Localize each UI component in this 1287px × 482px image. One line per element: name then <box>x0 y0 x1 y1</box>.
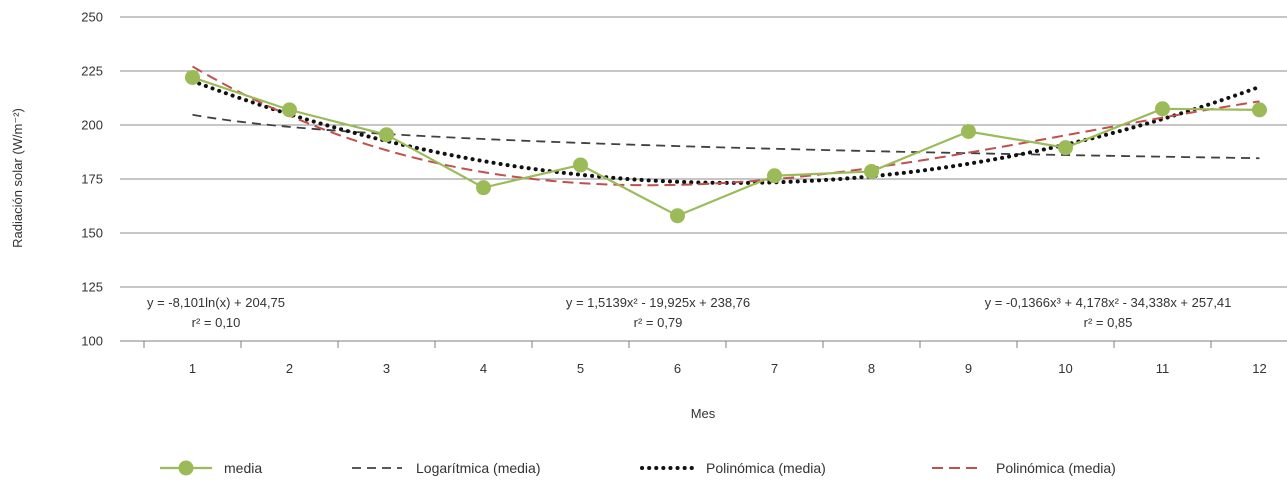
legend-item: media <box>160 460 262 476</box>
legend-label: Logarítmica (media) <box>416 460 541 476</box>
x-tick-label: 5 <box>577 361 584 376</box>
data-point <box>1058 140 1073 156</box>
series-line-media <box>192 76 1260 217</box>
series-line-trend-log <box>192 113 1260 160</box>
data-point <box>1252 102 1267 118</box>
annotation-background <box>558 293 758 333</box>
y-tick-label: 250 <box>81 10 103 25</box>
x-tick-label: 1 <box>189 361 196 376</box>
y-tick-label: 225 <box>81 64 103 79</box>
data-point <box>185 69 200 85</box>
x-tick-label: 10 <box>1058 361 1072 376</box>
x-tick-label: 11 <box>1156 361 1170 376</box>
trend-annotations: y = -8,101ln(x) + 204,75 r² = 0,10 y = 1,5… <box>116 293 1248 333</box>
data-point <box>1155 101 1170 117</box>
data-point <box>767 168 782 184</box>
y-tick-label: 150 <box>81 226 103 241</box>
series-line-trend-poly2 <box>190 79 1262 185</box>
y-tick-label: 200 <box>81 118 103 133</box>
series-line-trend-poly3 <box>191 65 1260 187</box>
x-axis-label: Mes <box>691 406 716 421</box>
trend-r2: r² = 0,85 <box>1084 315 1133 330</box>
legend-marker <box>178 460 194 476</box>
y-axis: 100 125 150 175 200 225 250 <box>81 10 103 349</box>
trend-r2: r² = 0,79 <box>634 315 683 330</box>
x-tick-label: 12 <box>1252 361 1266 376</box>
legend-label: media <box>224 460 262 476</box>
x-tick-label: 6 <box>674 361 681 376</box>
series-group <box>185 65 1267 224</box>
data-point <box>476 180 491 196</box>
legend-item: Polinómica (media) <box>932 460 1116 476</box>
data-point <box>864 163 879 179</box>
legend-item: Logarítmica (media) <box>352 460 541 476</box>
x-tick-label: 9 <box>965 361 972 376</box>
y-tick-label: 125 <box>81 280 103 295</box>
x-tick-label: 2 <box>286 361 293 376</box>
data-point <box>282 102 297 118</box>
data-point <box>670 208 685 224</box>
legend-label: Polinómica (media) <box>996 460 1116 476</box>
x-tick-label: 7 <box>771 361 778 376</box>
annotation-background <box>968 293 1248 333</box>
data-point <box>379 127 394 143</box>
annotation-background <box>116 293 316 333</box>
trend-equation: y = 1,5139x² - 19,925x + 238,76 <box>566 295 750 310</box>
y-axis-label: Radiación solar (W/m⁻²) <box>10 108 25 248</box>
data-point <box>573 157 588 173</box>
x-tick-label: 4 <box>480 361 487 376</box>
trend-equation: y = -8,101ln(x) + 204,75 <box>147 295 285 310</box>
y-tick-label: 100 <box>81 334 103 349</box>
trend-r2: r² = 0,10 <box>192 315 241 330</box>
legend-item: Polinómica (media) <box>640 460 826 476</box>
gridlines <box>120 16 1287 342</box>
x-tick-label: 3 <box>383 361 390 376</box>
x-axis: 1 2 3 4 5 6 7 8 9 10 11 12 <box>143 341 1267 376</box>
data-point <box>961 123 976 139</box>
x-tick-label: 8 <box>868 361 875 376</box>
legend: media Logarítmica (media) Polinómica (medi… <box>160 460 1116 476</box>
trend-equation: y = -0,1366x³ + 4,178x² - 34,338x + 257,… <box>985 295 1232 310</box>
legend-label: Polinómica (media) <box>706 460 826 476</box>
y-tick-label: 175 <box>81 172 103 187</box>
